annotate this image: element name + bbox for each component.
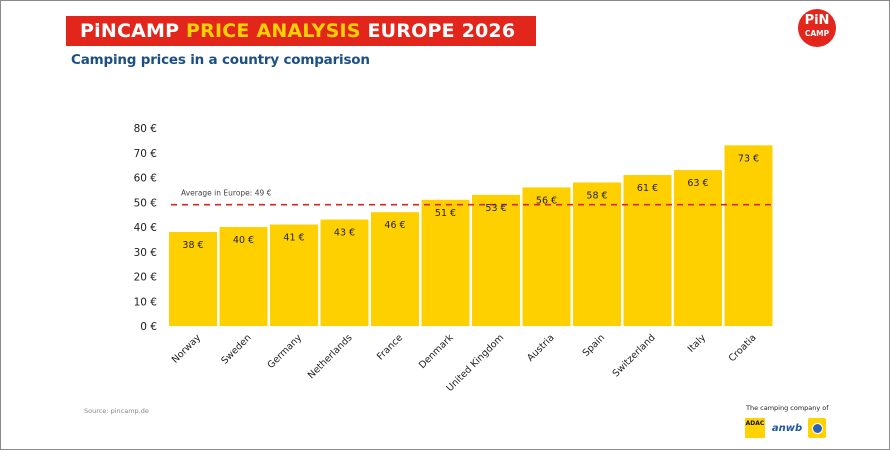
pincamp-logo: PiN CAMP bbox=[798, 9, 836, 47]
x-tick-label: Netherlands bbox=[306, 332, 355, 381]
x-tick-label: Switzerland bbox=[611, 332, 658, 379]
x-tick-label: Spain bbox=[581, 332, 608, 359]
bar bbox=[421, 199, 470, 326]
y-tick-label: 70 € bbox=[134, 148, 157, 160]
bar-value-label: 51 € bbox=[435, 208, 456, 219]
bar bbox=[169, 231, 217, 326]
bar bbox=[371, 212, 419, 326]
bar-value-label: 41 € bbox=[283, 233, 304, 244]
bar-value-label: 43 € bbox=[334, 228, 355, 239]
adac-logo: ADAC bbox=[745, 418, 765, 438]
x-tick-label: Sweden bbox=[219, 332, 253, 366]
y-tick-label: 20 € bbox=[134, 272, 157, 284]
tcs-emblem-icon bbox=[811, 422, 823, 434]
bar-value-label: 40 € bbox=[233, 235, 254, 246]
y-tick-label: 80 € bbox=[134, 123, 157, 135]
x-tick-label: Germany bbox=[265, 332, 304, 371]
bar bbox=[724, 145, 773, 326]
anwb-logo: anwb bbox=[771, 422, 803, 434]
bar-value-label: 46 € bbox=[384, 220, 405, 231]
bar-value-label: 53 € bbox=[485, 203, 506, 214]
bar bbox=[623, 175, 672, 326]
source-note: Source: pincamp.de bbox=[84, 407, 149, 415]
tcs-logo bbox=[808, 418, 826, 438]
partners-label: The camping company of bbox=[746, 404, 829, 412]
bar bbox=[522, 187, 571, 326]
bar bbox=[674, 170, 722, 326]
bar bbox=[573, 182, 621, 326]
average-line-group: Average in Europe: 49 € bbox=[171, 189, 775, 206]
bar bbox=[472, 194, 520, 326]
y-tick-label: 60 € bbox=[134, 173, 157, 185]
x-axis: Norway Sweden Germany Netherlands France Denm… bbox=[170, 332, 759, 394]
bar-value-label: 63 € bbox=[687, 178, 708, 189]
y-tick-label: 30 € bbox=[134, 247, 157, 259]
x-tick-label: France bbox=[375, 332, 405, 362]
value-labels: 38 € 40 € 41 € 43 € 46 € 51 € 53 € 56 € 58 € 61 €… bbox=[182, 153, 759, 251]
x-tick-label: Italy bbox=[686, 332, 709, 355]
logo-line2: CAMP bbox=[804, 29, 830, 38]
title-banner: PiNCAMP PRICE ANALYSIS EUROPE 2026 bbox=[66, 16, 536, 46]
y-tick-label: 50 € bbox=[134, 197, 157, 209]
bars bbox=[169, 145, 773, 326]
bar-value-label: 61 € bbox=[637, 183, 658, 194]
x-tick-label: Croatia bbox=[727, 332, 759, 364]
bar bbox=[270, 224, 318, 326]
bar-value-label: 38 € bbox=[182, 240, 203, 251]
x-tick-label: Austria bbox=[525, 332, 557, 364]
page-title: PiNCAMP PRICE ANALYSIS EUROPE 2026 bbox=[80, 20, 515, 42]
y-tick-label: 0 € bbox=[140, 321, 157, 333]
bar bbox=[219, 227, 268, 326]
title-brand: PiNCAMP bbox=[80, 20, 187, 42]
y-tick-label: 40 € bbox=[134, 222, 157, 234]
x-tick-label: Denmark bbox=[417, 332, 456, 371]
chart-subtitle: Camping prices in a country comparison bbox=[71, 52, 370, 68]
bar-value-label: 73 € bbox=[738, 153, 759, 164]
x-tick-label: Norway bbox=[170, 332, 204, 366]
y-axis: 0 € 10 € 20 € 30 € 40 € 50 € 60 € 70 € 80 € bbox=[134, 123, 157, 333]
logo-line1: PiN bbox=[804, 13, 830, 28]
title-highlight: PRICE ANALYSIS bbox=[186, 20, 361, 42]
bar-value-label: 56 € bbox=[536, 195, 557, 206]
bar bbox=[320, 219, 369, 326]
y-tick-label: 10 € bbox=[134, 296, 157, 308]
bar-value-label: 58 € bbox=[586, 190, 607, 201]
average-line-label: Average in Europe: 49 € bbox=[181, 189, 272, 198]
title-suffix: EUROPE 2026 bbox=[360, 20, 516, 42]
